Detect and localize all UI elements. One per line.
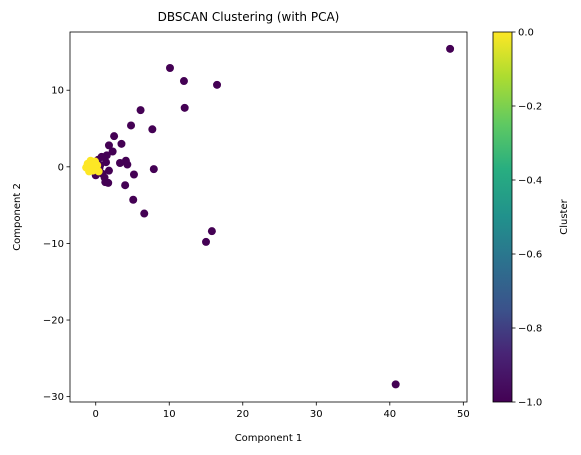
y-tick-label: −20: [43, 316, 64, 327]
y-tick-label: −30: [43, 392, 64, 403]
noise-point: [165, 64, 174, 73]
colorbar-tick-label: −0.2: [518, 102, 542, 113]
noise-point: [129, 170, 138, 179]
y-tick-label: −10: [43, 239, 64, 250]
noise-point: [148, 125, 157, 134]
noise-point: [207, 227, 216, 236]
noise-point: [446, 44, 455, 53]
y-tick-label: 0: [58, 162, 64, 173]
colorbar-label: Cluster: [559, 198, 570, 234]
noise-point: [140, 209, 149, 218]
noise-point: [129, 195, 138, 204]
noise-point: [127, 121, 136, 130]
colorbar-tick-label: −0.6: [518, 250, 542, 261]
colorbar-axis: 0.0 −0.2 −0.4 −0.6 −0.8 −1.0: [512, 28, 542, 409]
noise-point: [117, 139, 126, 148]
y-tick-label: 10: [51, 86, 64, 97]
noise-point: [110, 132, 119, 141]
noise-point: [123, 160, 132, 169]
noise-point: [104, 178, 113, 187]
data-points: [82, 44, 455, 389]
noise-point: [391, 380, 400, 389]
noise-point: [136, 106, 145, 115]
noise-point: [108, 147, 117, 156]
x-tick-label: 30: [310, 409, 323, 420]
noise-point: [202, 237, 211, 246]
noise-point: [121, 181, 130, 190]
noise-point: [149, 165, 158, 174]
x-axis-label: Component 1: [235, 433, 303, 444]
noise-point: [104, 141, 113, 150]
plot-frame: [69, 31, 468, 403]
colorbar-tick-label: −0.8: [518, 324, 542, 335]
noise-point: [213, 80, 222, 89]
y-axis-label: Component 2: [12, 183, 23, 251]
noise-point: [115, 158, 124, 167]
x-tick-label: 20: [236, 409, 249, 420]
noise-point: [179, 77, 188, 86]
x-tick-label: 50: [457, 409, 470, 420]
noise-point: [180, 103, 189, 112]
x-axis: 0 10 20 30 40 50: [93, 402, 470, 420]
noise-point: [104, 166, 113, 175]
x-tick-label: 10: [163, 409, 176, 420]
x-tick-label: 40: [383, 409, 396, 420]
colorbar-tick-label: 0.0: [518, 28, 534, 39]
y-axis: −30 −20 −10 0 10: [43, 86, 70, 403]
x-tick-label: 0: [93, 409, 99, 420]
colorbar: [492, 31, 513, 403]
colorbar-tick-label: −0.4: [518, 176, 542, 187]
colorbar-tick-label: −1.0: [518, 398, 542, 409]
cluster-0-point: [90, 157, 99, 166]
noise-point: [102, 158, 111, 167]
chart-title: DBSCAN Clustering (with PCA): [158, 10, 340, 24]
